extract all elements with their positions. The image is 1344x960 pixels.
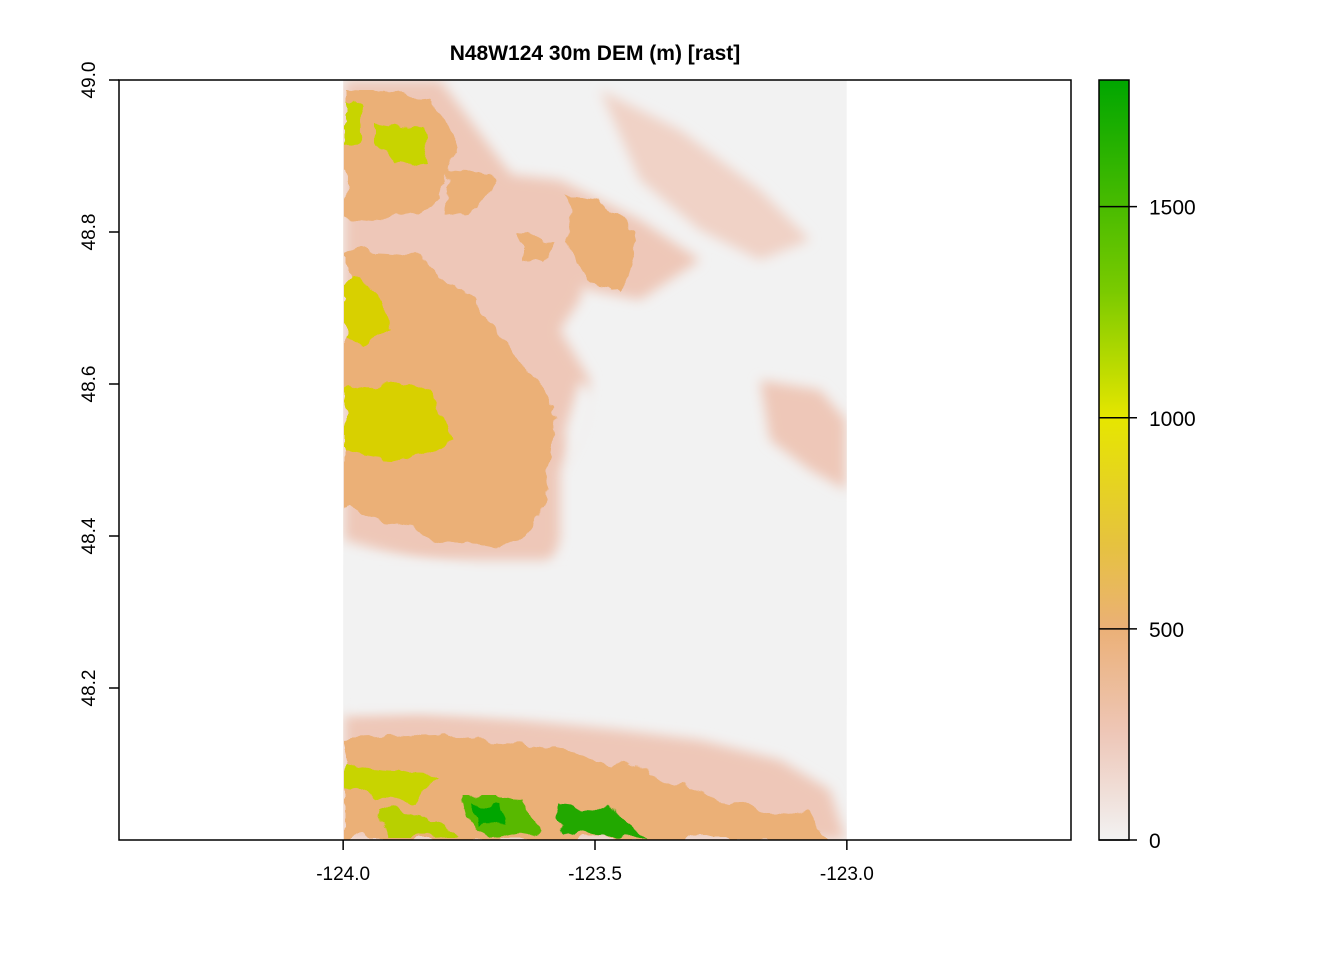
nw-high-1 xyxy=(375,120,430,165)
terrain-high-elevation xyxy=(344,100,460,838)
nw-mid-2 xyxy=(344,250,560,550)
east-ridges xyxy=(600,90,810,260)
n-mid-4 xyxy=(565,195,640,290)
strait-band xyxy=(344,560,846,710)
nw-mid-3 xyxy=(445,170,490,215)
y-tick-label: 48.6 xyxy=(79,366,100,403)
legend-tick-label: 1500 xyxy=(1149,197,1196,220)
legend-tick-label: 0 xyxy=(1149,830,1161,853)
y-tick-label: 48.4 xyxy=(79,517,100,554)
nw-high-3 xyxy=(344,280,390,345)
terrain-peak-elevation xyxy=(460,795,650,840)
x-axis: -124.0 -123.5 -123.0 xyxy=(316,840,874,885)
n-mid-5 xyxy=(520,235,555,265)
y-tick-label: 48.8 xyxy=(79,214,100,251)
y-tick-label: 48.2 xyxy=(79,670,100,707)
y-tick-label: 49.0 xyxy=(79,62,100,99)
east-hills xyxy=(760,380,846,490)
y-axis: 48.2 48.4 48.6 48.8 49.0 xyxy=(79,62,119,707)
legend-colorbar xyxy=(1098,79,1130,841)
legend-tick-label: 1000 xyxy=(1149,408,1196,431)
x-tick-label: -123.5 xyxy=(568,864,622,885)
s-high-2 xyxy=(380,810,460,838)
s-high-1 xyxy=(344,765,440,800)
dem-raster xyxy=(343,80,847,840)
terrain-mid-elevation xyxy=(344,90,840,840)
nw-high-2 xyxy=(344,100,362,145)
nw-high-4 xyxy=(344,380,450,460)
legend-tick-label: 500 xyxy=(1149,619,1184,642)
x-tick-label: -124.0 xyxy=(316,864,370,885)
x-tick-label: -123.0 xyxy=(820,864,874,885)
chart-title: N48W124 30m DEM (m) [rast] xyxy=(450,42,741,65)
s-peak-3 xyxy=(470,805,505,826)
elevation-legend: 0 500 1000 1500 xyxy=(1098,79,1196,853)
legend-ticks: 0 500 1000 1500 xyxy=(1099,197,1196,853)
low-valleys xyxy=(344,380,846,710)
s-peak-2 xyxy=(560,805,650,840)
saanich-inlet xyxy=(565,380,600,470)
